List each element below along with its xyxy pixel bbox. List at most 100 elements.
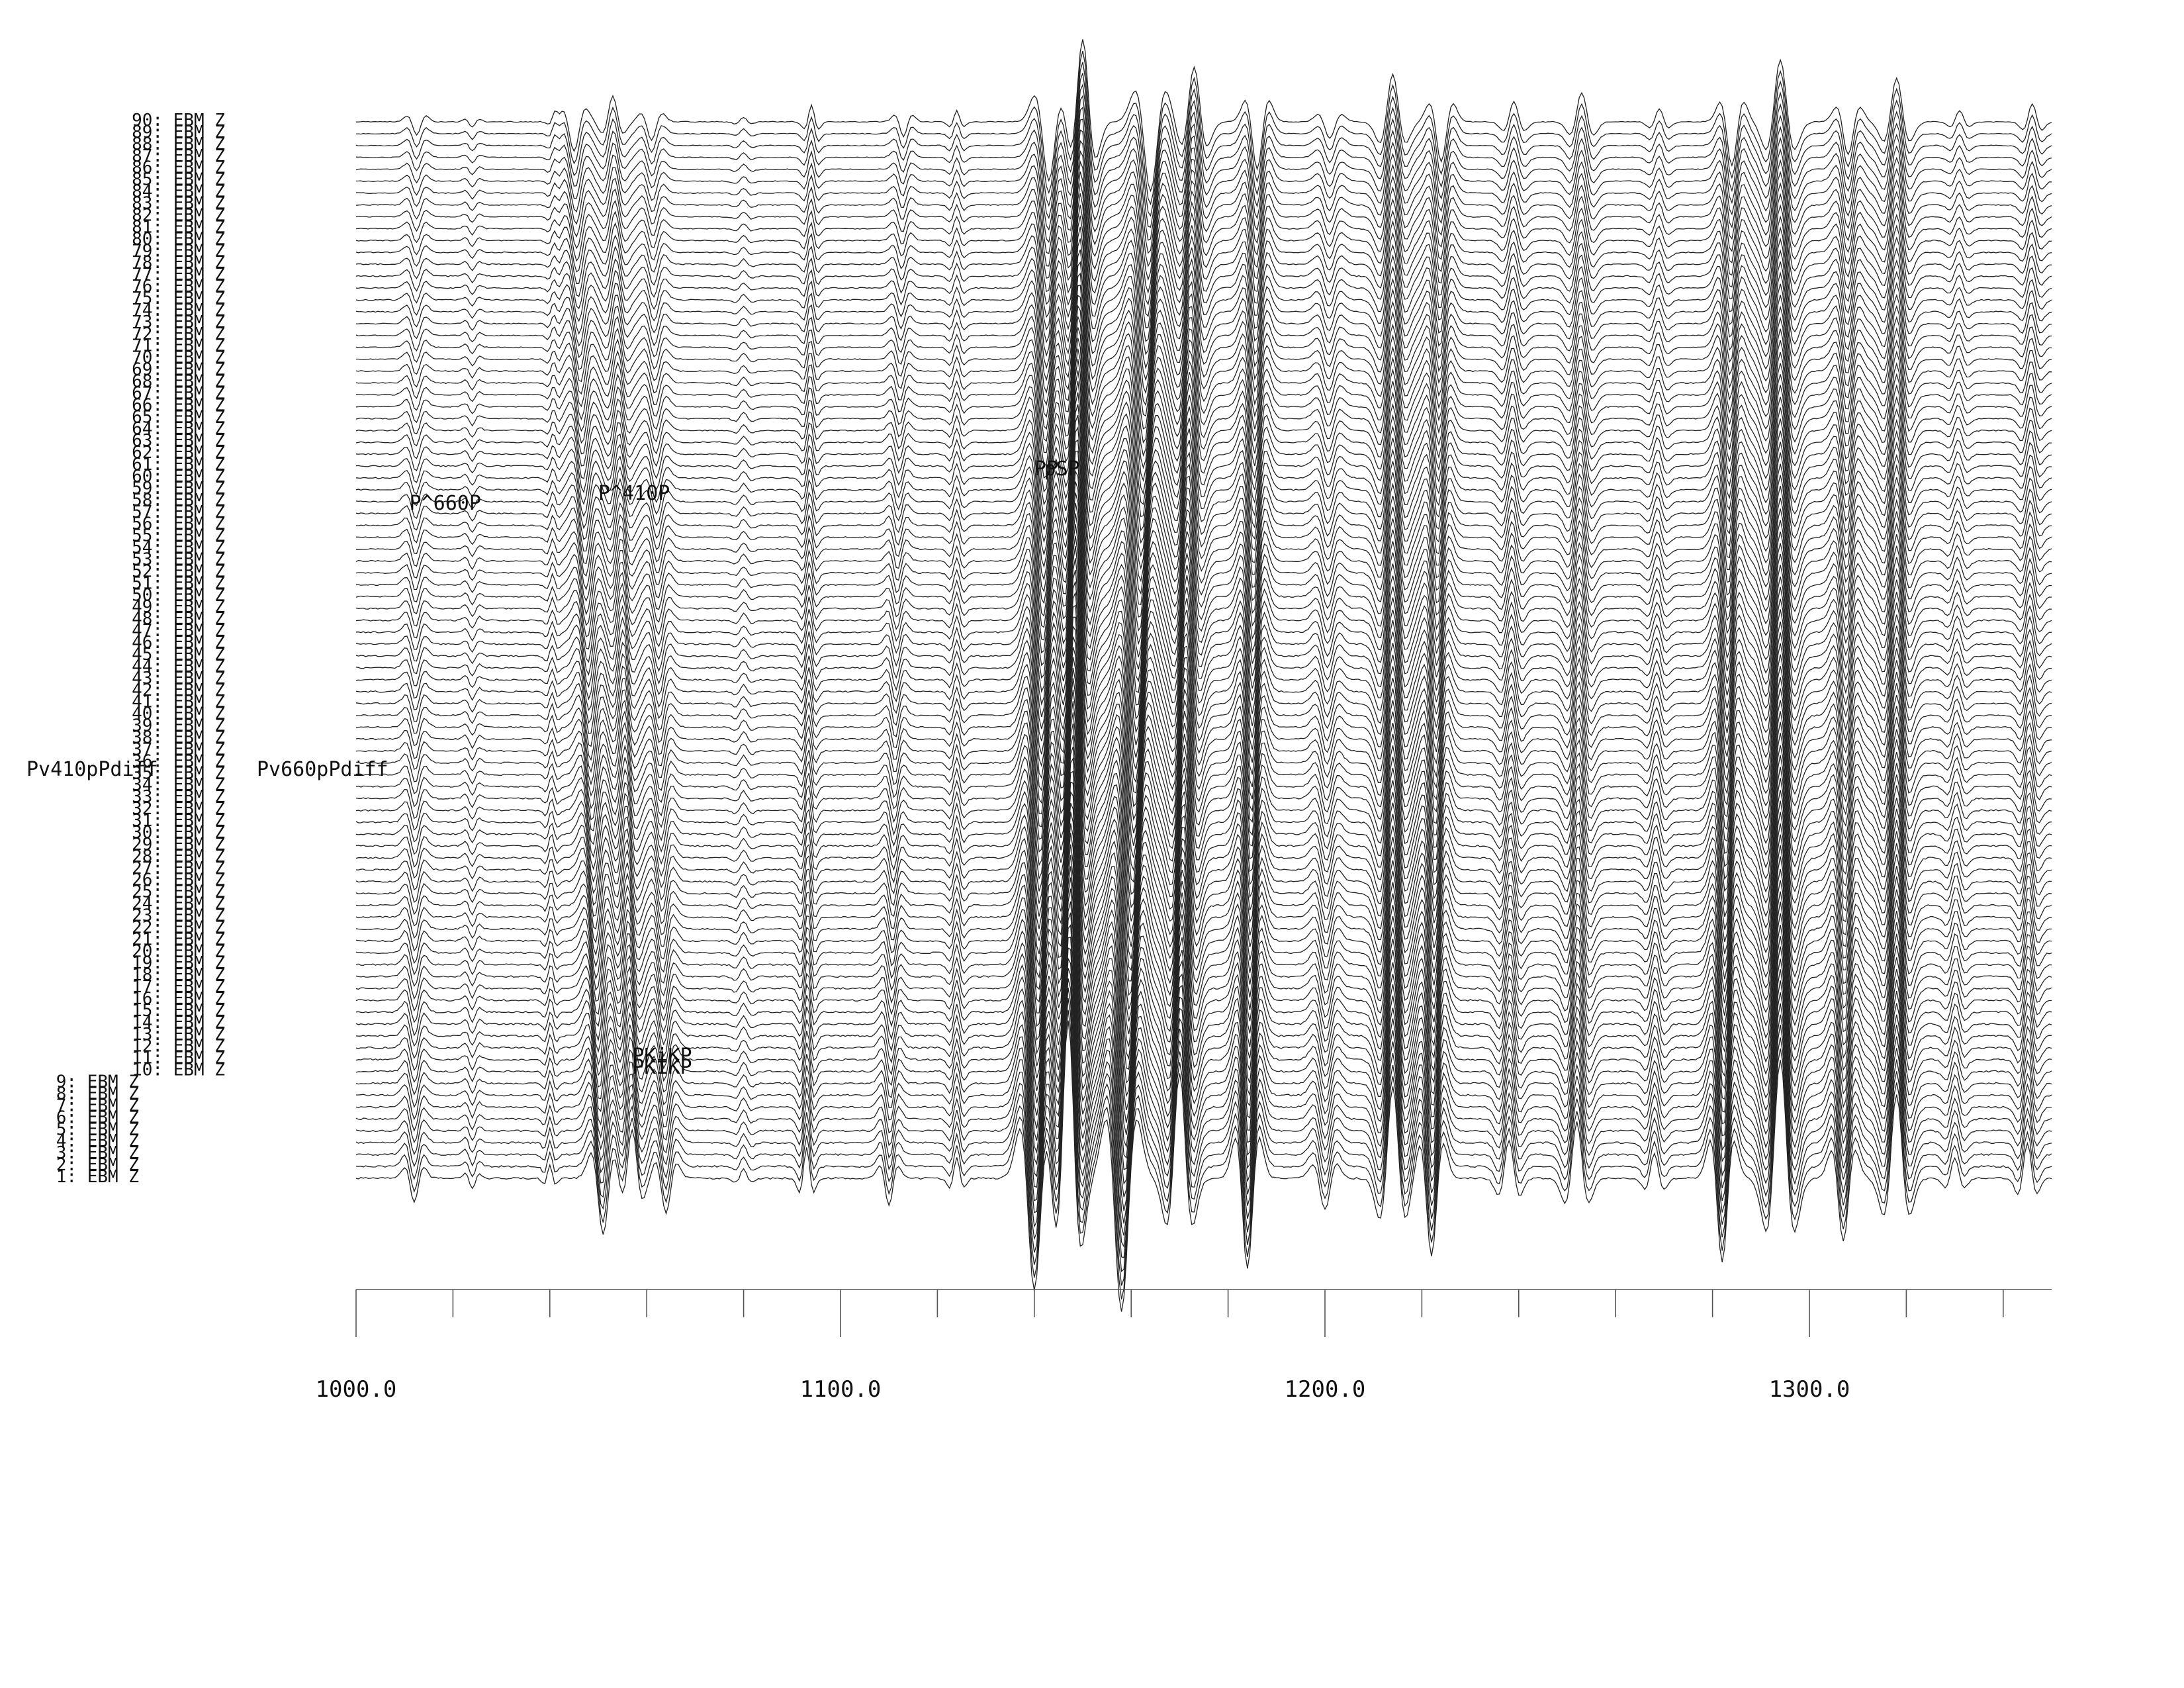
trace-38 <box>355 616 2052 846</box>
trace-13 <box>355 888 2052 1159</box>
trace-44 <box>355 545 2052 770</box>
trace-label-72: 72: EBM Z <box>132 324 225 344</box>
trace-79 <box>355 160 2052 328</box>
x-axis-ticks: 1000.0 1100.0 1200.0 1300.0 <box>316 1289 2004 1403</box>
trace-label-46: 46: EBM Z <box>132 633 225 653</box>
trace-label-88: 88: EBM Z <box>132 134 225 154</box>
trace-52 <box>355 460 2052 670</box>
trace-34 <box>355 657 2052 896</box>
trace-59 <box>355 381 2052 583</box>
trace-label-60: 60: EBM Z <box>132 467 225 487</box>
trace-label-40: 40: EBM Z <box>132 704 225 724</box>
trace-label-85: 85: EBM Z <box>132 170 225 190</box>
trace-4 <box>355 987 2052 1272</box>
trace-label-80: 80: EBM Z <box>132 229 225 249</box>
trace-72 <box>355 238 2052 417</box>
trace-label-25: 25: EBM Z <box>132 882 225 902</box>
x-tick-label: 1200.0 <box>1285 1376 1366 1403</box>
trace-label-27: 27: EBM Z <box>132 859 225 878</box>
trace-33 <box>355 667 2052 909</box>
trace-label-57: 57: EBM Z <box>132 502 225 522</box>
trace-label-36: 36: EBM Z <box>132 751 225 771</box>
trace-label-74: 74: EBM Z <box>132 301 225 320</box>
trace-label-50: 50: EBM Z <box>132 585 225 605</box>
trace-label-41: 41: EBM Z <box>132 692 225 712</box>
trace-68 <box>355 284 2052 469</box>
trace-label-59: 59: EBM Z <box>132 479 225 498</box>
phase-label-pv410ppdiff: Pv410pPdiff <box>26 758 158 781</box>
trace-82 <box>355 129 2052 294</box>
trace-83 <box>355 118 2052 281</box>
trace-1 <box>355 1020 2052 1312</box>
trace-label-90: 90: EBM Z <box>132 111 225 130</box>
trace-70 <box>356 261 2052 444</box>
trace-53 <box>355 450 2052 657</box>
trace-label-3: 3: EBM Z <box>56 1143 139 1163</box>
trace-81 <box>355 140 2052 306</box>
trace-20 <box>355 812 2052 1070</box>
trace-2 <box>355 1009 2052 1300</box>
trace-label-87: 87: EBM Z <box>132 146 225 166</box>
trace-label-38: 38: EBM Z <box>132 727 225 747</box>
trace-39 <box>355 604 2052 833</box>
trace-label-39: 39: EBM Z <box>132 716 225 736</box>
trace-label-78: 78: EBM Z <box>132 253 225 273</box>
trace-label-71: 71: EBM Z <box>132 336 225 356</box>
x-axis: 1000.0 1100.0 1200.0 1300.0 <box>316 1289 2052 1403</box>
trace-label-11: 11: EBM Z <box>132 1049 225 1068</box>
trace-78 <box>355 171 2052 342</box>
trace-8 <box>356 947 2052 1224</box>
trace-label-42: 42: EBM Z <box>132 680 225 700</box>
trace-label-81: 81: EBM Z <box>132 217 225 237</box>
trace-19 <box>355 823 2052 1084</box>
trace-label-54: 54: EBM Z <box>132 538 225 558</box>
trace-label-20: 20: EBM Z <box>132 941 225 961</box>
trace-label-53: 53: EBM Z <box>132 550 225 570</box>
trace-label-69: 69: EBM Z <box>132 360 225 380</box>
trace-label-31: 31: EBM Z <box>132 811 225 831</box>
trace-15 <box>355 866 2052 1135</box>
trace-5 <box>355 978 2052 1258</box>
trace-label-56: 56: EBM Z <box>132 514 225 534</box>
trace-label-18: 18: EBM Z <box>132 965 225 985</box>
trace-label-43: 43: EBM Z <box>132 669 225 688</box>
trace-12 <box>355 901 2052 1170</box>
trace-27 <box>355 735 2052 982</box>
trace-label-32: 32: EBM Z <box>132 799 225 819</box>
trace-label-68: 68: EBM Z <box>132 372 225 392</box>
trace-label-23: 23: EBM Z <box>132 906 225 925</box>
trace-47 <box>355 513 2052 734</box>
trace-label-33: 33: EBM Z <box>132 787 225 807</box>
trace-label-37: 37: EBM Z <box>132 739 225 759</box>
trace-31 <box>355 689 2052 934</box>
trace-21 <box>355 802 2052 1060</box>
trace-40 <box>355 592 2052 821</box>
trace-32 <box>355 678 2052 921</box>
trace-label-17: 17: EBM Z <box>132 977 225 997</box>
trace-label-30: 30: EBM Z <box>132 823 225 843</box>
trace-76 <box>355 193 2052 369</box>
trace-23 <box>355 781 2052 1035</box>
trace-18 <box>355 833 2052 1098</box>
trace-67 <box>355 295 2052 483</box>
trace-90 <box>355 39 2052 193</box>
trace-label-5: 5: EBM Z <box>56 1119 139 1139</box>
trace-label-82: 82: EBM Z <box>132 205 225 225</box>
trace-29 <box>355 712 2052 959</box>
trace-45 <box>355 536 2052 758</box>
trace-label-22: 22: EBM Z <box>132 917 225 937</box>
trace-label-83: 83: EBM Z <box>132 194 225 214</box>
trace-24 <box>355 771 2052 1022</box>
trace-label-1: 1: EBM Z <box>56 1167 139 1187</box>
trace-56 <box>355 414 2052 618</box>
trace-80 <box>355 150 2052 318</box>
trace-label-75: 75: EBM Z <box>132 289 225 308</box>
trace-86 <box>355 83 2052 241</box>
trace-85 <box>355 95 2052 254</box>
trace-label-61: 61: EBM Z <box>132 455 225 475</box>
trace-label-21: 21: EBM Z <box>132 929 225 949</box>
seismic-traces <box>355 39 2052 1312</box>
trace-26 <box>355 746 2052 996</box>
